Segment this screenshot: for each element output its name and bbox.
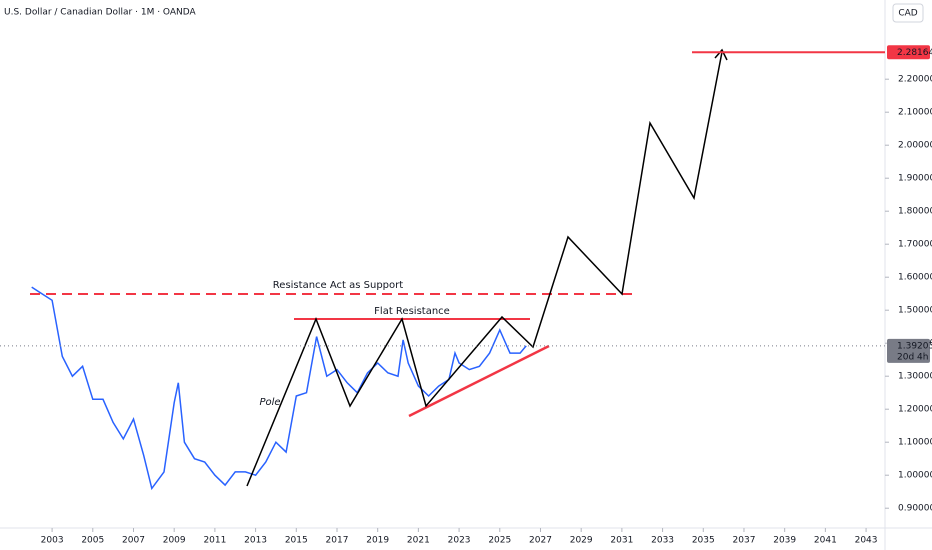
current-price: 1.39203 [897, 341, 932, 351]
x-tick-label: 2015 [285, 536, 308, 546]
y-tick-label: 1.20000 [898, 405, 932, 415]
x-tick-label: 2025 [488, 536, 511, 546]
x-tick-label: 2011 [203, 536, 226, 546]
chart-title: U.S. Dollar / Canadian Dollar · 1M · OAN… [4, 8, 196, 18]
arrow-head [714, 48, 728, 61]
x-tick-label: 2035 [692, 536, 715, 546]
target-price: 2.28164 [897, 48, 932, 58]
y-tick-label: 0.90000 [898, 504, 932, 514]
x-tick-label: 2019 [366, 536, 389, 546]
x-tick-label: 2039 [773, 536, 796, 546]
plot [31, 286, 527, 491]
x-tick-label: 2017 [326, 536, 349, 546]
y-tick-label: 1.90000 [898, 174, 932, 184]
x-tick-label: 2029 [570, 536, 593, 546]
x-tick-label: 2007 [122, 536, 145, 546]
x-tick-label: 2003 [41, 536, 64, 546]
price-line [31, 286, 527, 491]
x-tick-label: 2009 [163, 536, 186, 546]
y-tick-label: 1.60000 [898, 273, 932, 283]
x-tick-label: 2043 [855, 536, 878, 546]
x-tick-label: 2023 [448, 536, 471, 546]
y-tick-label: 1.30000 [898, 372, 932, 382]
projection-path [246, 51, 723, 487]
x-tick-label: 2041 [814, 536, 837, 546]
annotations: Resistance Act as Support Flat Resistanc… [30, 48, 728, 487]
x-tick-label: 2037 [733, 536, 756, 546]
x-tick-label: 2013 [244, 536, 267, 546]
y-tick-label: 1.70000 [898, 240, 932, 250]
y-tick-label: 1.10000 [898, 438, 932, 448]
flat-label: Flat Resistance [374, 306, 450, 317]
y-tick-label: 1.80000 [898, 207, 932, 217]
y-tick-label: 2.10000 [898, 108, 932, 118]
trend-line [408, 344, 550, 418]
y-tick-label: 1.00000 [898, 471, 932, 481]
y-tick-label: 1.50000 [898, 306, 932, 316]
x-tick-label: 2005 [81, 536, 104, 546]
countdown: 20d 4h [897, 352, 928, 362]
y-tick-label: 2.00000 [898, 141, 932, 151]
support-label: Resistance Act as Support [273, 280, 403, 291]
x-tick-label: 2031 [610, 536, 633, 546]
target-box [887, 45, 930, 60]
x-tick-label: 2021 [407, 536, 430, 546]
currency-box[interactable] [892, 3, 924, 23]
current-price-box [887, 338, 930, 363]
pole-label: Pole [259, 397, 280, 408]
x-tick-label: 2027 [529, 536, 552, 546]
y-tick-label: 2.20000 [898, 75, 932, 85]
x-tick-label: 2033 [651, 536, 674, 546]
currency[interactable]: CAD [898, 9, 917, 19]
